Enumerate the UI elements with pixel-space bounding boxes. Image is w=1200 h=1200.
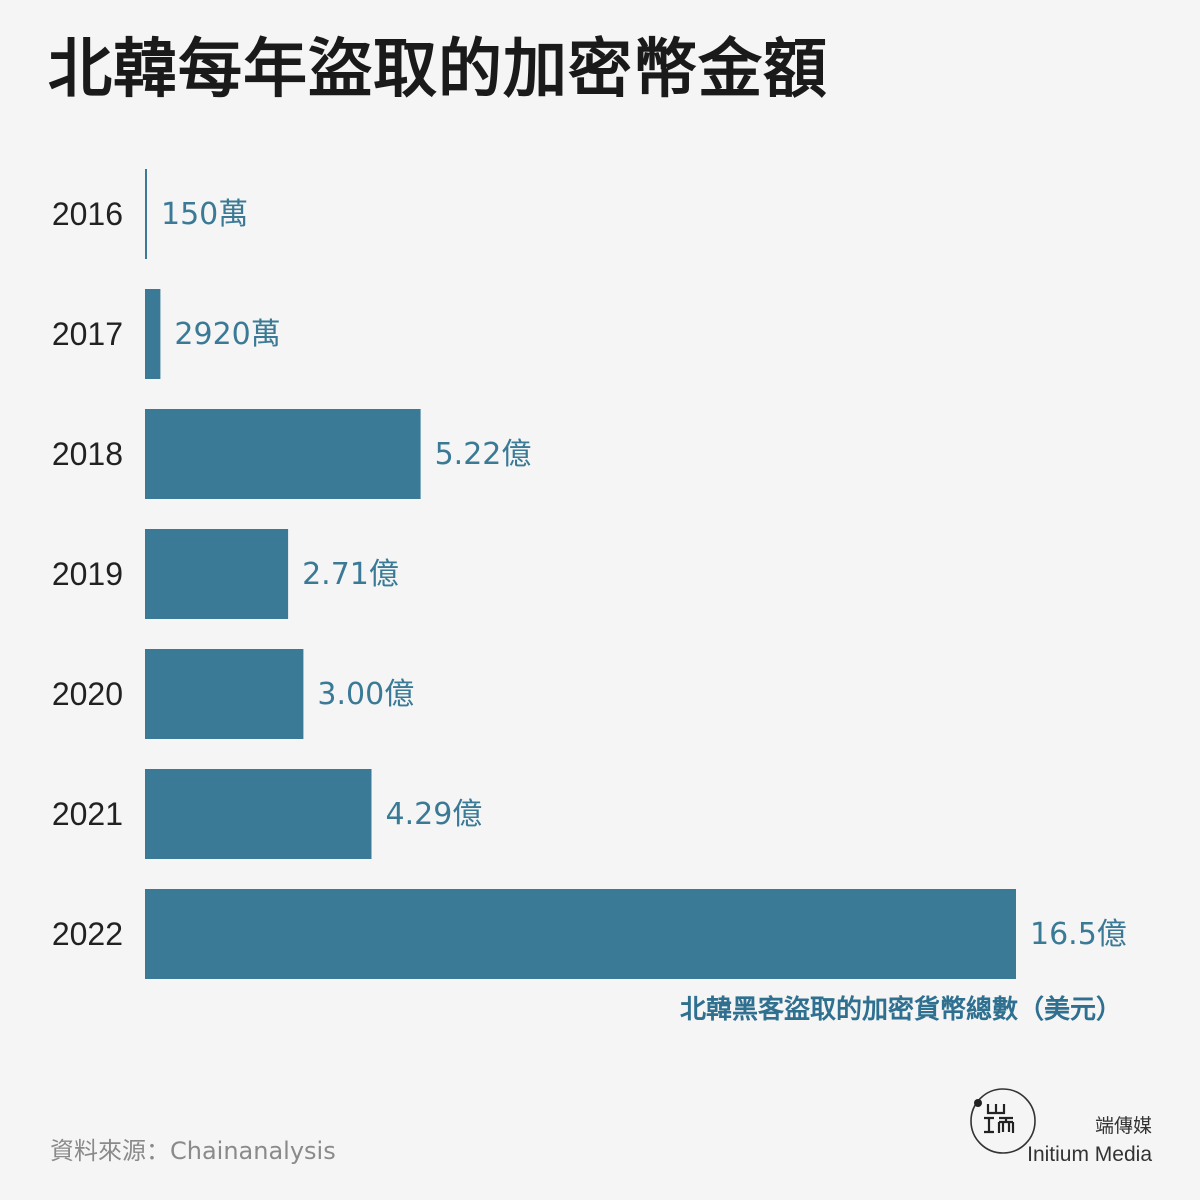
source-note: 資料來源：Chainanalysis: [50, 1137, 336, 1165]
bar-2017: [145, 289, 161, 379]
bar-2021: [145, 769, 372, 859]
category-label-2018: 2018: [52, 436, 123, 472]
value-label-2016: 150萬: [161, 197, 248, 232]
category-label-2021: 2021: [52, 796, 123, 832]
bars-group: [145, 169, 1016, 979]
brand-name-cn: 端傳媒: [1094, 1115, 1152, 1137]
bar-2022: [145, 889, 1016, 979]
category-label-2016: 2016: [52, 196, 123, 232]
axis-caption: 北韓黑客盜取的加密貨幣總數（美元）: [679, 995, 1122, 1025]
brand-name-en: Initium Media: [1027, 1143, 1152, 1166]
category-label-2022: 2022: [52, 916, 123, 952]
bar-2016: [145, 169, 147, 259]
value-label-2017: 2920萬: [174, 317, 280, 352]
value-label-2022: 16.5億: [1030, 917, 1127, 952]
category-labels-group: 2016 2017 2018 2019 2020 2021 2022: [52, 196, 123, 952]
value-label-2021: 4.29億: [386, 797, 483, 832]
value-label-2018: 5.22億: [435, 437, 532, 472]
bar-2020: [145, 649, 304, 739]
chart-title: 北韓每年盜取的加密幣金額: [48, 33, 828, 107]
category-label-2020: 2020: [52, 676, 123, 712]
value-labels-group: 150萬 2920萬 5.22億 2.71億 3.00億 4.29億 16.5億: [161, 197, 1127, 952]
value-label-2020: 3.00億: [317, 677, 414, 712]
bar-chart: 2016 2017 2018 2019 2020 2021 2022 150萬 2920萬 5.…: [52, 169, 1127, 979]
value-label-2019: 2.71億: [302, 557, 399, 592]
category-label-2019: 2019: [52, 556, 123, 592]
bar-2018: [145, 409, 421, 499]
category-label-2017: 2017: [52, 316, 123, 352]
brand-block: 端傳媒 Initium Media: [1027, 1112, 1152, 1170]
initium-logo-icon: [970, 1088, 1036, 1154]
bar-2019: [145, 529, 289, 619]
